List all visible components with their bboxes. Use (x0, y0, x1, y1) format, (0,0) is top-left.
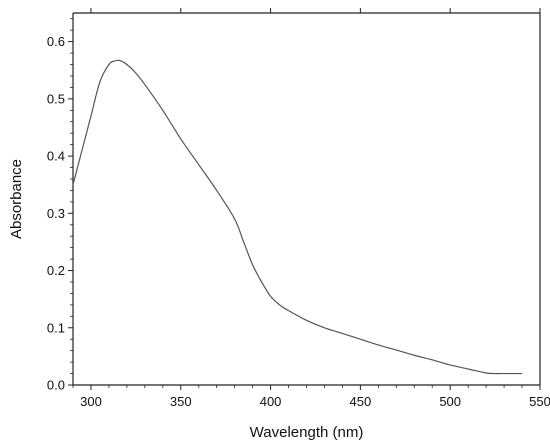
y-axis-ticks: 0.0 0.1 0.2 0.3 0.4 0.5 0.6 (47, 18, 73, 393)
x-tick-label: 550 (529, 394, 550, 409)
x-tick-label: 500 (439, 394, 461, 409)
y-tick-label: 0.6 (47, 34, 65, 49)
x-axis-ticks: 300 350 400 450 500 550 (72, 8, 550, 409)
x-tick-label: 450 (350, 394, 372, 409)
x-tick-label: 350 (170, 394, 192, 409)
absorbance-series-line (72, 59, 523, 375)
x-tick-label: 400 (260, 394, 282, 409)
y-tick-label: 0.4 (47, 149, 65, 164)
y-tick-label: 0.2 (47, 263, 65, 278)
y-tick-label: 0.5 (47, 91, 65, 106)
y-tick-label: 0.0 (47, 378, 65, 393)
x-tick-label: 300 (80, 394, 102, 409)
x-axis-title: Wavelength (nm) (250, 424, 364, 441)
y-tick-label: 0.3 (47, 206, 65, 221)
series-layer (72, 59, 523, 375)
y-axis-title: Absorbance (8, 159, 25, 239)
plot-frame (72, 12, 541, 386)
y-tick-label: 0.1 (47, 320, 65, 335)
